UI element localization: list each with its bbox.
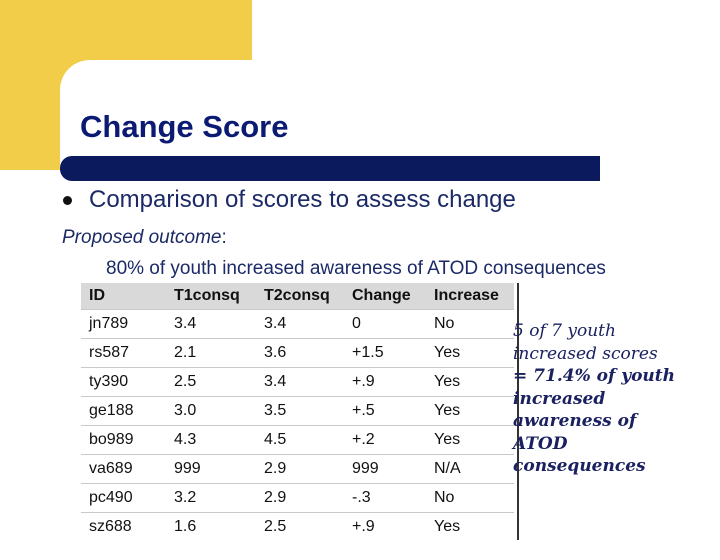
- table-row: ge188 3.0 3.5 +.5 Yes: [81, 396, 514, 426]
- cell-increase: Yes: [434, 402, 461, 419]
- callout-line: increased: [513, 388, 606, 409]
- bullet-dot-icon: [63, 196, 72, 205]
- cell-t1consq: 3.0: [174, 402, 197, 419]
- cell-change: +1.5: [352, 344, 384, 361]
- callout-line: 5 of 7 youth: [513, 321, 616, 341]
- cell-t2consq: 2.5: [264, 518, 287, 535]
- scores-table: ID T1consq T2consq Change Increase jn789…: [81, 283, 514, 541]
- cell-t1consq: 999: [174, 460, 201, 477]
- proposed-outcome-text: 80% of youth increased awareness of ATOD…: [106, 258, 606, 279]
- cell-t1consq: 4.3: [174, 431, 197, 448]
- cell-increase: N/A: [434, 460, 461, 477]
- cell-id: sz688: [89, 518, 132, 535]
- header-increase: Increase: [426, 283, 514, 310]
- cell-change: 0: [352, 315, 361, 332]
- cell-t2consq: 3.5: [264, 402, 287, 419]
- cell-id: pc490: [89, 489, 133, 506]
- callout-line: awareness of: [513, 411, 637, 431]
- cell-id: bo989: [89, 431, 134, 448]
- cell-increase: Yes: [434, 344, 461, 361]
- cell-t2consq: 4.5: [264, 431, 287, 448]
- callout-line: ATOD: [513, 433, 568, 454]
- cell-change: -.3: [352, 489, 371, 506]
- cell-id: rs587: [89, 344, 130, 361]
- cell-t1consq: 2.1: [174, 344, 197, 361]
- cell-t2consq: 2.9: [264, 489, 287, 506]
- cell-t1consq: 3.4: [174, 315, 197, 332]
- table-right-border: [517, 283, 519, 540]
- cell-id: jn789: [89, 315, 129, 332]
- cell-t1consq: 1.6: [174, 518, 197, 535]
- title-underline-bar: [60, 156, 600, 181]
- header-id: ID: [81, 283, 166, 310]
- header-t2consq: T2consq: [256, 283, 344, 310]
- header-change: Change: [344, 283, 426, 310]
- table-row: va689 999 2.9 999 N/A: [81, 454, 514, 484]
- table-header-row: ID T1consq T2consq Change Increase: [81, 283, 514, 310]
- cell-increase: No: [434, 315, 455, 332]
- table-row: sz688 1.6 2.5 +.9 Yes: [81, 512, 514, 542]
- cell-t2consq: 3.4: [264, 373, 287, 390]
- cell-increase: No: [434, 489, 455, 506]
- content-panel: [60, 60, 720, 560]
- proposed-outcome-em: Proposed outcome: [62, 227, 222, 248]
- cell-id: ge188: [89, 402, 134, 419]
- header-t1consq: T1consq: [166, 283, 256, 310]
- cell-t1consq: 2.5: [174, 373, 197, 390]
- cell-id: va689: [89, 460, 133, 477]
- cell-increase: Yes: [434, 431, 461, 448]
- cell-change: +.9: [352, 518, 375, 535]
- cell-change: +.5: [352, 402, 375, 419]
- cell-t2consq: 2.9: [264, 460, 287, 477]
- bullet-text: Comparison of scores to assess change: [89, 186, 516, 213]
- table-row: jn789 3.4 3.4 0 No: [81, 309, 514, 339]
- proposed-outcome-colon: :: [221, 227, 227, 248]
- slide-title: Change Score: [80, 109, 289, 144]
- cell-increase: Yes: [434, 373, 461, 390]
- table-row: pc490 3.2 2.9 -.3 No: [81, 483, 514, 513]
- cell-change: +.2: [352, 431, 375, 448]
- proposed-outcome-label: Proposed outcome:: [62, 227, 227, 249]
- callout-line: = 71.4% of youth: [513, 366, 675, 386]
- callout-line: consequences: [513, 456, 646, 476]
- table-row: ty390 2.5 3.4 +.9 Yes: [81, 367, 514, 397]
- cell-t2consq: 3.6: [264, 344, 287, 361]
- table-row: bo989 4.3 4.5 +.2 Yes: [81, 425, 514, 455]
- cell-change: +.9: [352, 373, 375, 390]
- cell-increase: Yes: [434, 518, 461, 535]
- cell-id: ty390: [89, 373, 129, 390]
- table-row: rs587 2.1 3.6 +1.5 Yes: [81, 338, 514, 368]
- summary-callout: 5 of 7 youth increased scores = 71.4% of…: [513, 320, 718, 478]
- cell-t2consq: 3.4: [264, 315, 287, 332]
- cell-t1consq: 3.2: [174, 489, 197, 506]
- callout-line: increased scores: [513, 343, 658, 364]
- cell-change: 999: [352, 460, 379, 477]
